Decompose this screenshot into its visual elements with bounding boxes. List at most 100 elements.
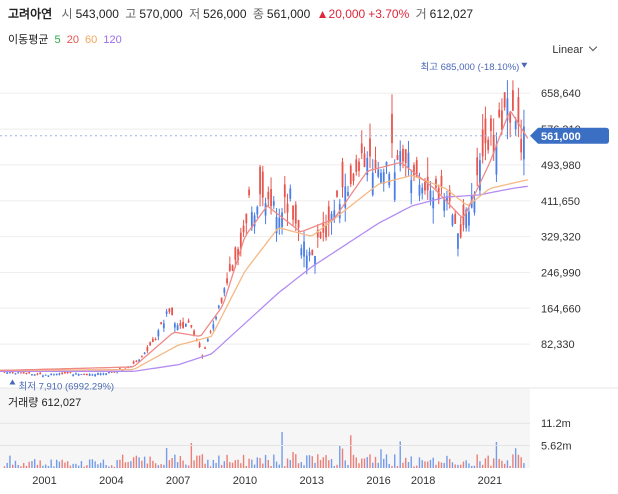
ma-legend-label: 이동평균 xyxy=(8,34,49,46)
volume-bar xyxy=(501,460,503,468)
volume-bar xyxy=(380,449,382,468)
candle-body xyxy=(393,172,396,200)
candle-body xyxy=(509,112,512,123)
candle-body xyxy=(407,152,410,169)
current-price-tag xyxy=(530,127,609,144)
candle-body xyxy=(190,325,193,328)
candle-body xyxy=(204,347,206,349)
volume-bar xyxy=(443,463,445,468)
volume-bar xyxy=(383,458,385,468)
volume-bar xyxy=(97,464,99,468)
candle-body xyxy=(14,373,17,375)
candle-body xyxy=(349,165,352,185)
volume-bar xyxy=(347,464,349,468)
volume-short-label: 거 xyxy=(415,7,427,21)
candle-body xyxy=(465,209,468,229)
volume-bar xyxy=(322,457,324,468)
volume-bar xyxy=(424,461,426,468)
candle-body xyxy=(239,232,242,250)
candle-body xyxy=(374,159,377,169)
volume-bar xyxy=(119,459,121,468)
volume-bar xyxy=(523,463,525,468)
candle-body xyxy=(217,305,220,308)
candle-body xyxy=(440,175,443,187)
volume-bar xyxy=(204,463,206,468)
candle-body xyxy=(69,371,72,373)
volume-bar xyxy=(152,460,154,468)
volume-bar xyxy=(410,456,412,468)
candle-body xyxy=(171,307,174,315)
candle-body xyxy=(520,138,523,153)
candle-body xyxy=(36,373,39,375)
volume-bar xyxy=(28,461,30,468)
volume-value: 612,027 xyxy=(41,397,82,409)
volume-bar xyxy=(336,464,338,468)
volume-bar xyxy=(240,463,242,468)
candle-body xyxy=(283,184,286,198)
candle-body xyxy=(250,212,253,229)
volume-bar xyxy=(207,459,209,468)
candle-body xyxy=(209,331,212,333)
candle-body xyxy=(303,241,305,257)
moving-average-legend[interactable]: 이동평균 5 20 60 120 xyxy=(8,31,125,47)
volume-bar xyxy=(333,466,335,468)
volume-bar xyxy=(355,457,357,468)
volume-bar xyxy=(234,460,237,468)
candle-body xyxy=(479,160,481,191)
volume-bar xyxy=(88,459,91,468)
x-tick-label: 2010 xyxy=(233,475,257,487)
candle-body xyxy=(275,216,278,234)
candle-body xyxy=(176,325,179,330)
x-tick-label: 2016 xyxy=(366,475,390,487)
volume-bar xyxy=(94,461,96,468)
volume-bar xyxy=(3,466,6,468)
volume-bar xyxy=(264,454,267,468)
volume-bar xyxy=(509,465,511,468)
volume-bar xyxy=(454,464,456,468)
volume-bar xyxy=(124,462,127,468)
volume-bar xyxy=(492,458,495,468)
candle-body xyxy=(113,371,116,373)
scale-mode-label: Linear xyxy=(552,44,583,56)
candle-body xyxy=(311,249,314,256)
candle-body xyxy=(215,316,217,320)
volume-bar xyxy=(308,455,311,468)
volume-bar xyxy=(476,454,478,468)
ma-20-line xyxy=(0,111,529,372)
candle-body xyxy=(404,149,407,164)
scale-mode-dropdown[interactable]: Linear xyxy=(552,42,598,56)
volume-bar xyxy=(399,441,401,468)
candle-body xyxy=(75,373,77,375)
volume-tick-label: 5.62m xyxy=(541,441,572,453)
volume-bar xyxy=(22,462,25,468)
volume-bar xyxy=(149,456,151,468)
close-label: 종 xyxy=(252,7,264,21)
volume-bar xyxy=(517,454,520,468)
volume-bar xyxy=(220,464,223,468)
candle-body xyxy=(64,371,66,374)
candle-body xyxy=(363,153,366,167)
volume-bar xyxy=(182,460,184,468)
candle-body xyxy=(151,338,154,342)
candle-body xyxy=(446,196,448,202)
volume-bar xyxy=(429,459,432,468)
volume-bar xyxy=(69,465,72,468)
candle-body xyxy=(132,361,135,364)
volume-tick-label: 11.2m xyxy=(541,418,571,430)
volume-bar xyxy=(212,459,215,468)
low-label: 저 xyxy=(189,7,201,21)
candle-body xyxy=(33,374,36,376)
candle-body xyxy=(286,203,289,213)
volume-bar xyxy=(190,443,193,468)
candle-body xyxy=(157,330,160,337)
volume-bar xyxy=(440,462,443,468)
volume-bar xyxy=(377,462,379,468)
candle-body xyxy=(457,233,459,249)
candle-body xyxy=(9,372,11,374)
candle-body xyxy=(80,374,83,376)
volume-bar xyxy=(372,462,374,468)
candle-body xyxy=(421,187,424,194)
candle-body xyxy=(118,368,121,370)
candle-body xyxy=(6,372,9,374)
